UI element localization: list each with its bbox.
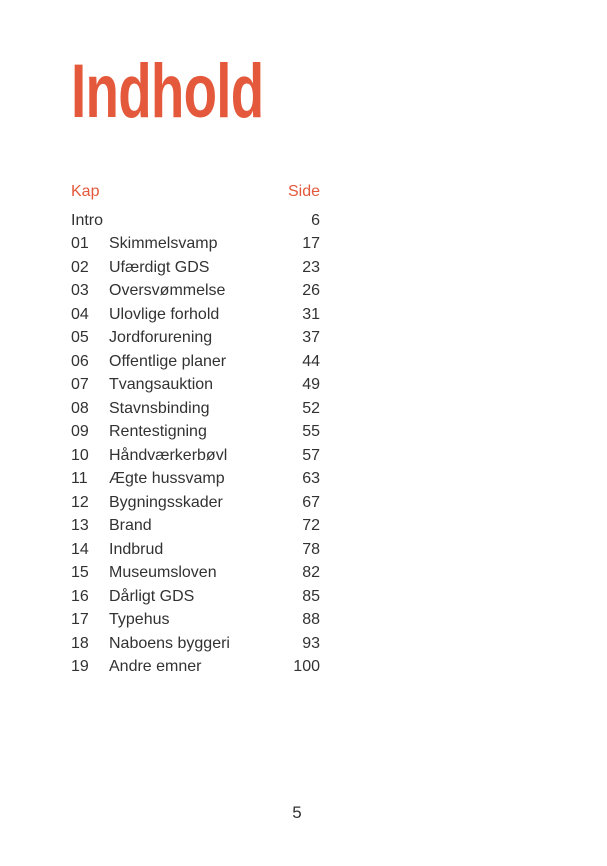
toc-chapter-number: 01 <box>71 235 89 252</box>
toc-page-number: 72 <box>302 517 320 534</box>
toc-page-column-header: Side <box>287 183 320 200</box>
toc-chapter-number: 03 <box>71 282 89 299</box>
toc-chapter-title: Stavnsbinding <box>109 399 210 417</box>
toc-chapter-title: Ulovlige forhold <box>109 305 220 323</box>
toc-page-number: 78 <box>302 540 320 558</box>
toc-page-number: 88 <box>302 611 320 628</box>
toc-row: Intro 6 <box>71 209 320 233</box>
toc-chapter-number: 17 <box>71 611 89 628</box>
toc-chapter-title: Ufærdigt GDS <box>109 258 210 276</box>
toc-page-number: 52 <box>302 399 320 417</box>
table-of-contents: Kap Side Intro 6 01 Skimmelsvamp 17 02 U… <box>71 180 320 679</box>
toc-page-number: 63 <box>302 470 320 487</box>
toc-chapter-number: 08 <box>71 399 89 417</box>
toc-row: 17 Typehus 88 <box>71 608 320 632</box>
toc-header-row: Kap Side <box>71 180 320 204</box>
toc-page-number: 67 <box>302 493 320 511</box>
toc-row: 18 Naboens byggeri 93 <box>71 632 320 656</box>
toc-row: 19 Andre emner 100 <box>71 655 320 679</box>
toc-chapter-number: 10 <box>71 446 89 464</box>
toc-row: 13 Brand 72 <box>71 514 320 538</box>
toc-chapter-title: Rentestigning <box>109 423 207 440</box>
toc-chapter-title: Naboens byggeri <box>109 634 230 652</box>
toc-chapter-number: 06 <box>71 352 89 370</box>
toc-chapter-title: Dårligt GDS <box>109 587 195 605</box>
page-title: Indhold <box>71 49 264 134</box>
toc-row: 10 Håndværkerbøvl 57 <box>71 444 320 468</box>
toc-chapter-number: 16 <box>71 587 89 605</box>
toc-chapter-number: 02 <box>71 258 89 276</box>
toc-row: 16 Dårligt GDS 85 <box>71 585 320 609</box>
toc-page-number: 100 <box>293 658 320 675</box>
page-number-footer: 5 <box>292 803 302 822</box>
toc-page-number: 23 <box>302 258 320 276</box>
toc-row: 08 Stavnsbinding 52 <box>71 397 320 421</box>
toc-row: 01 Skimmelsvamp 17 <box>71 232 320 256</box>
toc-chapter-number: 14 <box>71 540 89 558</box>
toc-page-number: 37 <box>302 329 320 346</box>
toc-chapter-title: Bygningsskader <box>109 493 223 511</box>
toc-chapter-title: Museumsloven <box>109 564 217 581</box>
toc-chapter-title: Indbrud <box>109 540 164 558</box>
toc-chapter-number: 05 <box>71 329 89 346</box>
toc-chapter-number: 15 <box>71 564 89 581</box>
toc-row: 07 Tvangsauktion 49 <box>71 373 320 397</box>
toc-row: 06 Offentlige planer 44 <box>71 350 320 374</box>
toc-chapter-number: 18 <box>71 634 89 652</box>
toc-chapter-number: 19 <box>71 658 89 675</box>
toc-row: 14 Indbrud 78 <box>71 538 320 562</box>
toc-row: 11 Ægte hussvamp 63 <box>71 467 320 491</box>
toc-chapter-number: 12 <box>71 493 89 511</box>
toc-chapter-title: Jordforurening <box>109 329 213 346</box>
toc-row: 15 Museumsloven 82 <box>71 561 320 585</box>
toc-chapter-number: 07 <box>71 376 89 393</box>
toc-page-number: 57 <box>302 446 320 464</box>
toc-chapter-number: 09 <box>71 423 89 440</box>
toc-page-number: 26 <box>302 282 320 299</box>
toc-chapter-title: Typehus <box>109 611 170 628</box>
toc-page-number: 82 <box>302 564 320 581</box>
toc-chapter-title: Brand <box>109 517 152 534</box>
toc-page-number: 55 <box>302 423 320 440</box>
toc-row: 02 Ufærdigt GDS 23 <box>71 256 320 280</box>
toc-page-number: 6 <box>311 211 320 229</box>
toc-chapter-title: Offentlige planer <box>109 352 227 370</box>
toc-page-number: 85 <box>302 587 320 605</box>
toc-chapter-number: 11 <box>71 470 88 487</box>
toc-rows-container: Intro 6 01 Skimmelsvamp 17 02 Ufærdigt G… <box>71 209 320 679</box>
toc-page-number: 17 <box>302 235 320 252</box>
toc-chapter-title: Skimmelsvamp <box>109 235 218 252</box>
toc-chapter-title: Andre emner <box>109 658 202 675</box>
toc-chapter-column-header: Kap <box>71 183 100 200</box>
toc-page-number: 49 <box>302 376 320 393</box>
toc-chapter-title: Håndværkerbøvl <box>109 446 228 464</box>
toc-chapter-title: Ægte hussvamp <box>109 470 225 487</box>
toc-page-number: 93 <box>302 634 320 652</box>
toc-row: 05 Jordforurening 37 <box>71 326 320 350</box>
toc-page-number: 31 <box>302 305 320 323</box>
toc-row: 12 Bygningsskader 67 <box>71 491 320 515</box>
toc-chapter-title: Intro <box>71 211 104 229</box>
toc-row: 03 Oversvømmelse 26 <box>71 279 320 303</box>
toc-chapter-title: Oversvømmelse <box>109 282 226 299</box>
toc-page-number: 44 <box>302 352 320 370</box>
toc-row: 09 Rentestigning 55 <box>71 420 320 444</box>
toc-chapter-title: Tvangsauktion <box>109 376 214 393</box>
toc-chapter-number: 04 <box>71 305 89 323</box>
toc-chapter-number: 13 <box>71 517 89 534</box>
toc-row: 04 Ulovlige forhold 31 <box>71 303 320 327</box>
